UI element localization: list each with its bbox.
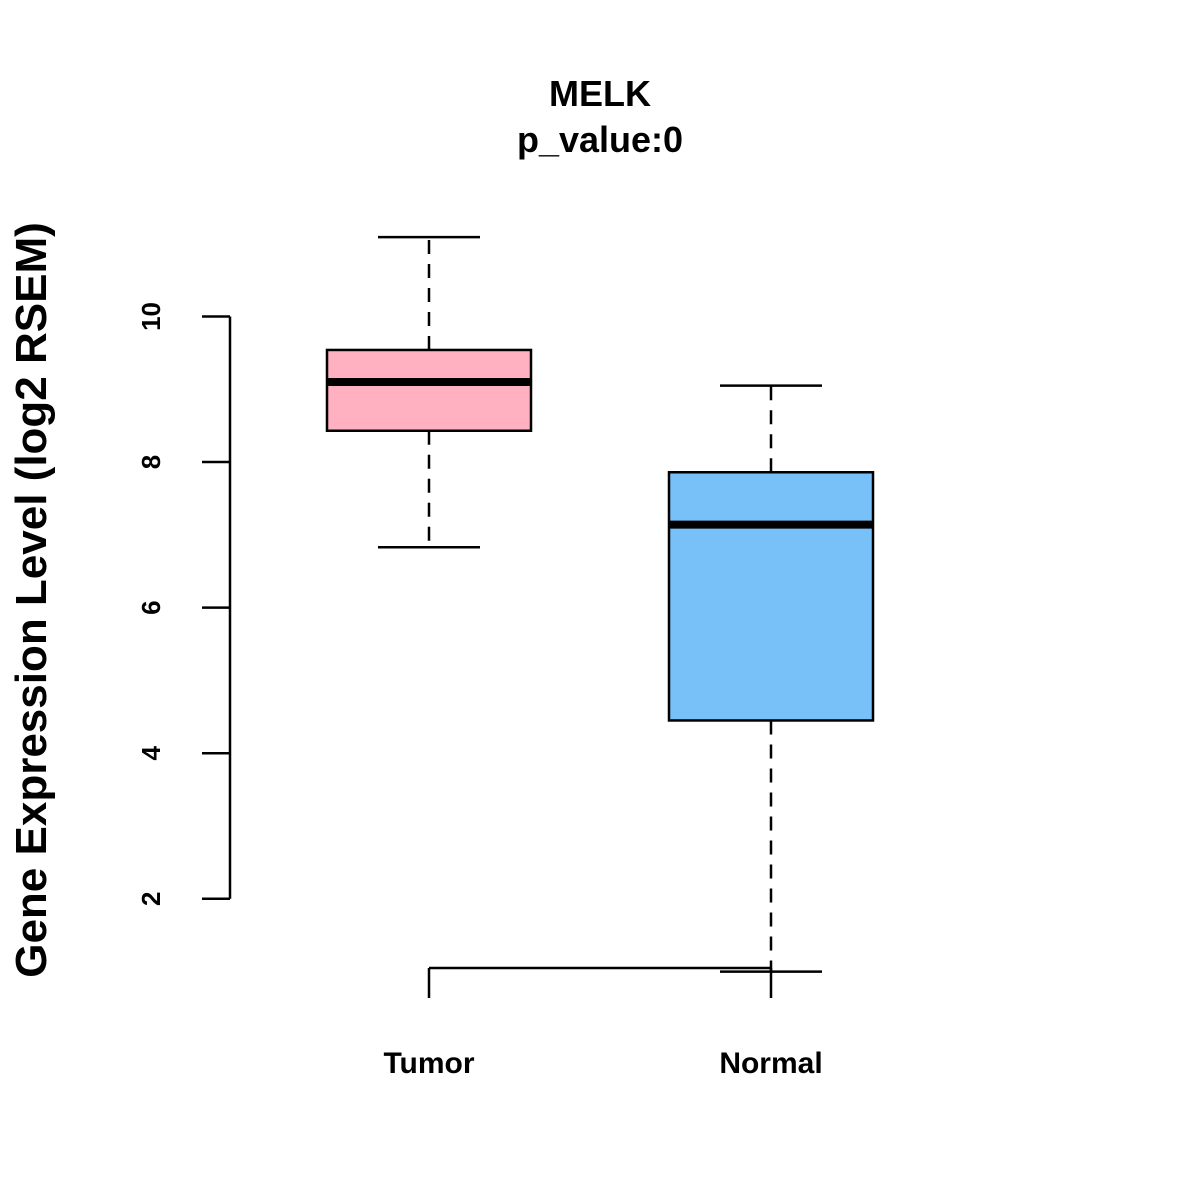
chart-title: MELK xyxy=(549,73,651,114)
box-normal xyxy=(667,384,875,973)
box-tumor xyxy=(325,235,533,549)
y-tick-label: 10 xyxy=(136,302,166,331)
y-tick-label: 8 xyxy=(136,455,166,469)
x-tick-label: Tumor xyxy=(383,1047,474,1080)
y-axis: 2 4 6 8 10 xyxy=(136,302,232,906)
x-tick-label: Normal xyxy=(719,1047,822,1080)
y-tick-label: 2 xyxy=(136,892,166,906)
y-tick-label: 4 xyxy=(136,745,166,760)
y-axis-label: Gene Expression Level (log2 RSEM) xyxy=(7,222,56,978)
boxes xyxy=(325,235,875,973)
iqr-box xyxy=(667,470,875,722)
y-tick-label: 6 xyxy=(136,600,166,614)
x-axis: Tumor Normal xyxy=(383,966,823,1080)
chart-subtitle: p_value:0 xyxy=(517,119,683,160)
iqr-box xyxy=(325,348,533,433)
